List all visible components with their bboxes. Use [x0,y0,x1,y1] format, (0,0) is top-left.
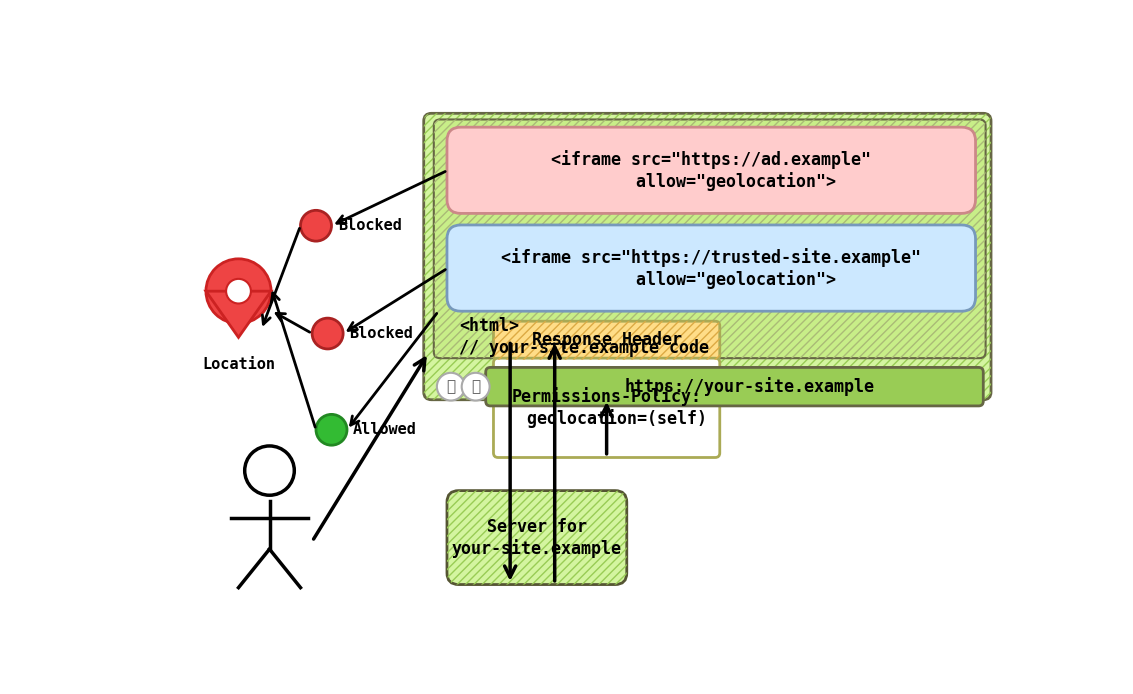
FancyBboxPatch shape [448,225,976,311]
Circle shape [462,373,489,400]
Circle shape [206,259,271,323]
Text: ⏭: ⏭ [471,379,480,394]
Text: Response Header: Response Header [531,332,682,350]
Text: Location: Location [202,357,275,371]
Text: <html>
// your-site.example code: <html> // your-site.example code [459,317,709,357]
FancyBboxPatch shape [424,113,991,400]
Circle shape [312,318,343,349]
FancyBboxPatch shape [494,321,719,359]
Text: Blocked: Blocked [338,218,401,233]
Text: ⏮: ⏮ [446,379,455,394]
FancyBboxPatch shape [494,358,719,457]
Circle shape [300,210,332,241]
Text: Allowed: Allowed [353,422,417,437]
Circle shape [227,279,250,303]
Text: <iframe src="https://ad.example"
     allow="geolocation">: <iframe src="https://ad.example" allow="… [552,150,871,191]
FancyBboxPatch shape [448,127,976,214]
Text: https://your-site.example: https://your-site.example [625,377,875,396]
FancyBboxPatch shape [448,491,627,584]
FancyBboxPatch shape [486,367,983,406]
Circle shape [316,414,347,445]
FancyBboxPatch shape [434,119,986,358]
Circle shape [437,373,465,400]
Text: <iframe src="https://trusted-site.example"
     allow="geolocation">: <iframe src="https://trusted-site.exampl… [501,248,921,289]
Polygon shape [206,291,271,337]
Text: Server for
your-site.example: Server for your-site.example [452,518,622,557]
Text: Blocked: Blocked [349,326,414,341]
Text: Permissions-Policy:
  geolocation=(self): Permissions-Policy: geolocation=(self) [506,387,707,428]
